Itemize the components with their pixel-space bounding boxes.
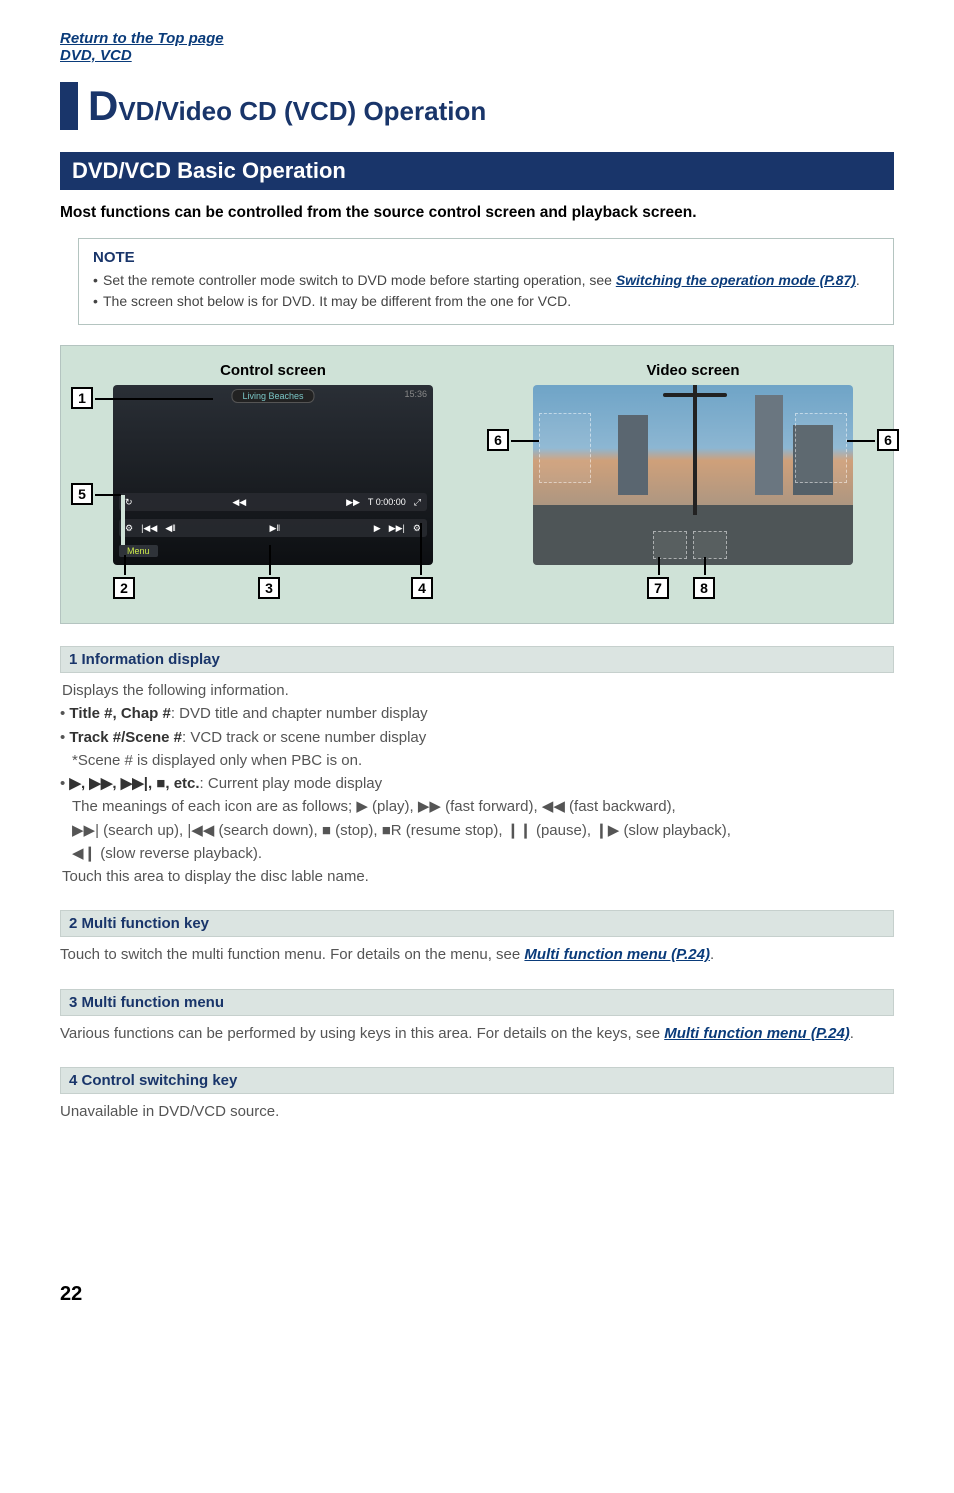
callout-8: 8 (693, 577, 715, 599)
page-number: 22 (60, 1283, 894, 1306)
return-link[interactable]: Return to the Top page (60, 30, 894, 47)
disc-title-label: Living Beaches (231, 389, 314, 403)
callout-7: 7 (647, 577, 669, 599)
lamp-deco (693, 385, 697, 515)
i2-text: Touch to switch the multi function menu.… (60, 946, 524, 963)
prev-icon[interactable]: |◀◀ (141, 523, 157, 534)
building-deco-2 (755, 395, 783, 495)
callout-6-left: 6 (487, 429, 509, 451)
touch-zone-left[interactable] (539, 413, 591, 483)
video-caption: Video screen (503, 362, 883, 379)
i1-meanings-1: The meanings of each icon are as follows… (60, 795, 894, 818)
callout-6-left-line (511, 440, 539, 442)
fwd-icon[interactable]: ▶▶ (346, 497, 360, 508)
figure-area: Control screen Living Beaches 15:36 ↻ ◀◀… (60, 345, 894, 624)
callout-7-line (658, 557, 660, 575)
callout-6-right-line (847, 440, 875, 442)
note-item-2: The screen shot below is for DVD. It may… (93, 291, 879, 312)
section-link[interactable]: DVD, VCD (60, 47, 894, 64)
item-2-body: Touch to switch the multi function menu.… (60, 943, 894, 966)
item-2-heading: 2 Multi function key (60, 910, 894, 937)
i1-line1: Displays the following information. (60, 679, 894, 702)
note-1-pre: Set the remote controller mode switch to… (103, 272, 616, 288)
next-icon[interactable]: ▶▶| (389, 523, 405, 534)
title-rest: VD/Video CD (VCD) Operation (118, 96, 486, 126)
building-deco-1 (618, 415, 648, 495)
i1-icons-label: ▶, ▶▶, ▶▶|, ■, etc. (69, 775, 199, 792)
i2-link[interactable]: Multi function menu (P.24) (524, 946, 710, 963)
item-1-heading: 1 Information display (60, 646, 894, 673)
note-heading: NOTE (93, 249, 879, 266)
config-icon[interactable]: ⚙ (125, 523, 133, 534)
control-screen: Living Beaches 15:36 ↻ ◀◀ ▶▶ T 0:00:00 ⤢ ⚙… (113, 385, 433, 565)
video-figure: Video screen 6 6 7 (503, 362, 883, 565)
note-1-post: . (856, 272, 860, 288)
note-box: NOTE Set the remote controller mode swit… (78, 238, 894, 325)
item-3-heading: 3 Multi function menu (60, 989, 894, 1016)
callout-5: 5 (71, 483, 93, 505)
play-pause-icon[interactable]: ▶‖ (270, 523, 281, 534)
control-bar-bottom[interactable]: ⚙|◀◀◀‖ ▶‖ ▶▶▶|⚙ (119, 519, 427, 537)
item-4-heading: 4 Control switching key (60, 1067, 894, 1094)
item-3-body: Various functions can be performed by us… (60, 1022, 894, 1045)
i1-meanings-3: ◀❙ (slow reverse playback). (60, 842, 894, 865)
expand-icon[interactable]: ⤢ (414, 497, 421, 508)
touch-zone-bottom-2[interactable] (693, 531, 727, 559)
control-caption: Control screen (83, 362, 463, 379)
control-figure: Control screen Living Beaches 15:36 ↻ ◀◀… (83, 362, 463, 565)
section-heading: DVD/VCD Basic Operation (60, 152, 894, 190)
i1-icons-desc: : Current play mode display (200, 775, 383, 792)
i3-text: Various functions can be performed by us… (60, 1025, 664, 1042)
i1-title-chap-desc: : DVD title and chapter number display (171, 705, 428, 722)
callout-4: 4 (411, 577, 433, 599)
touch-zone-right[interactable] (795, 413, 847, 483)
callout-3: 3 (258, 577, 280, 599)
title-big: D (88, 82, 118, 129)
callout-5-line (95, 494, 121, 496)
callout-3-line (269, 545, 271, 575)
control-bar-top[interactable]: ↻ ◀◀ ▶▶ T 0:00:00 ⤢ (119, 493, 427, 511)
i1-scene-note: *Scene # is displayed only when PBC is o… (60, 749, 894, 772)
i4-text: Unavailable in DVD/VCD source. (60, 1103, 279, 1120)
pause-back-icon[interactable]: ◀‖ (165, 523, 176, 534)
i1-track-scene-desc: : VCD track or scene number display (182, 729, 426, 746)
slow-fwd-icon[interactable]: ▶ (374, 523, 381, 534)
rewind-icon[interactable]: ◀◀ (232, 497, 246, 508)
i1-title-chap: Title #, Chap # (69, 705, 170, 722)
note-2-pre: The screen shot below is for DVD. It may… (103, 293, 571, 309)
callout-6-right: 6 (877, 429, 899, 451)
item-1-body: Displays the following information. • Ti… (60, 679, 894, 888)
touch-zone-bottom-1[interactable] (653, 531, 687, 559)
note-item-1: Set the remote controller mode switch to… (93, 270, 879, 291)
clock-label: 15:36 (404, 389, 427, 399)
i1-meanings-2: ▶▶| (search up), |◀◀ (search down), ■ (s… (60, 819, 894, 842)
callout-8-line (704, 557, 706, 575)
callout-1-line (95, 398, 213, 400)
switching-mode-link[interactable]: Switching the operation mode (P.87) (616, 272, 856, 288)
intro-text: Most functions can be controlled from th… (60, 204, 894, 222)
i1-touch-note: Touch this area to display the disc labl… (60, 865, 894, 888)
loop-icon[interactable]: ↻ (125, 497, 133, 508)
video-screen (533, 385, 853, 565)
page-title: DVD/Video CD (VCD) Operation (60, 82, 894, 130)
callout-4-line (420, 523, 422, 575)
time-label: T 0:00:00 (368, 497, 406, 507)
item-4-body: Unavailable in DVD/VCD source. (60, 1100, 894, 1123)
i1-track-scene: Track #/Scene # (69, 729, 182, 746)
i3-link[interactable]: Multi function menu (P.24) (664, 1025, 850, 1042)
callout-2-line (124, 555, 126, 575)
top-links: Return to the Top page DVD, VCD (60, 30, 894, 64)
callout-2: 2 (113, 577, 135, 599)
callout-1: 1 (71, 387, 93, 409)
